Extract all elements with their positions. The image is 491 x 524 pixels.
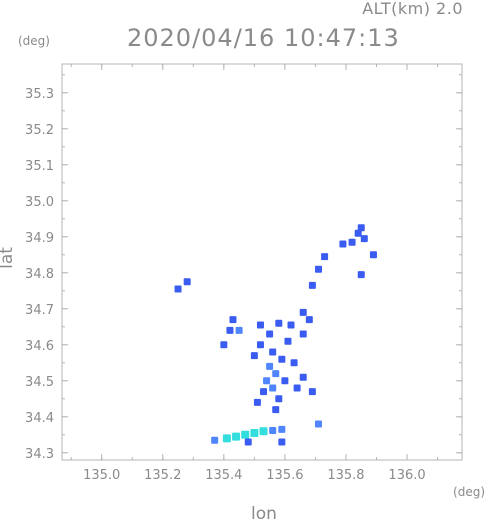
echo-cell (266, 362, 274, 370)
echo-cell (293, 384, 301, 392)
echo-cell (229, 316, 237, 324)
plot-frame (61, 63, 463, 461)
echo-cell (266, 330, 274, 338)
y-tick-label: 34.3 (25, 447, 54, 462)
echo-cell (357, 224, 365, 232)
echo-cell (250, 429, 259, 437)
x-tick-label: 135.6 (266, 468, 303, 483)
y-tick-label: 34.5 (25, 375, 54, 390)
x-tick-label: 136.0 (388, 468, 425, 483)
echo-cell (256, 341, 264, 349)
echo-cell (278, 425, 286, 433)
echo-cell (232, 432, 241, 441)
echo-cell (275, 395, 283, 403)
echo-cell (308, 388, 316, 396)
echo-cell (278, 355, 286, 363)
echo-cell (299, 308, 307, 316)
echo-cell (269, 384, 277, 392)
y-tick-label: 34.4 (25, 411, 54, 426)
y-tick-label: 35.0 (25, 195, 54, 210)
echo-cell (314, 420, 322, 428)
echo-cell (290, 359, 298, 367)
echo-cell (314, 265, 322, 273)
y-tick-label: 34.6 (25, 339, 54, 354)
timestamp-title: 2020/04/16 10:47:13 (127, 24, 400, 52)
echo-cell (357, 271, 365, 279)
altitude-label: ALT(km) 2.0 (362, 0, 463, 18)
echo-cell (299, 373, 307, 381)
y-tick-label: 34.7 (25, 303, 54, 318)
x-tick-label: 135.4 (205, 468, 242, 483)
echo-cell (287, 321, 295, 329)
echo-cell (299, 330, 307, 338)
echo-cell (369, 251, 377, 259)
echo-cell (284, 337, 292, 345)
echo-cell (183, 278, 191, 286)
tick-marks (62, 64, 462, 460)
echo-cell (174, 285, 182, 293)
y-tick-label: 35.2 (25, 123, 54, 138)
echo-cell (321, 253, 329, 261)
echo-cell (269, 426, 277, 434)
echo-cell (308, 281, 316, 289)
echo-cell (222, 434, 231, 443)
tick-labels: 135.0 135.2 135.4 135.6 135.8 136.0 34.3 34.4 34… (25, 87, 426, 483)
y-tick-label: 34.9 (25, 231, 54, 246)
echo-cells (174, 224, 377, 446)
echo-cell (263, 377, 271, 385)
x-axis-unit: (deg) (453, 485, 485, 499)
echo-cell (244, 438, 252, 446)
echo-cell (226, 326, 234, 334)
y-axis-unit: (deg) (18, 34, 50, 48)
echo-cell (220, 341, 228, 349)
echo-cell (241, 430, 250, 439)
echo-cell (272, 370, 280, 378)
echo-cell (253, 398, 261, 406)
y-tick-label: 34.8 (25, 267, 54, 282)
echo-cell (275, 319, 283, 327)
y-tick-label: 35.1 (25, 159, 54, 174)
echo-cell (305, 316, 313, 324)
x-tick-label: 135.2 (144, 468, 181, 483)
echo-cell (260, 388, 268, 396)
echo-cell (278, 438, 286, 446)
x-tick-label: 135.0 (83, 468, 120, 483)
echo-cell (256, 321, 264, 329)
x-tick-label: 135.8 (327, 468, 364, 483)
echo-cell (269, 348, 277, 356)
x-axis-label: lon (251, 504, 277, 524)
echo-cell (360, 235, 368, 243)
y-tick-label: 35.3 (25, 87, 54, 102)
echo-cell (250, 352, 258, 360)
echo-cell (348, 238, 356, 246)
echo-cell (281, 377, 289, 385)
echo-cell (339, 240, 347, 248)
echo-cell (354, 229, 362, 237)
echo-cell (235, 326, 243, 334)
echo-cell (272, 406, 280, 414)
echo-cell (259, 427, 268, 436)
echo-cell (211, 436, 219, 444)
